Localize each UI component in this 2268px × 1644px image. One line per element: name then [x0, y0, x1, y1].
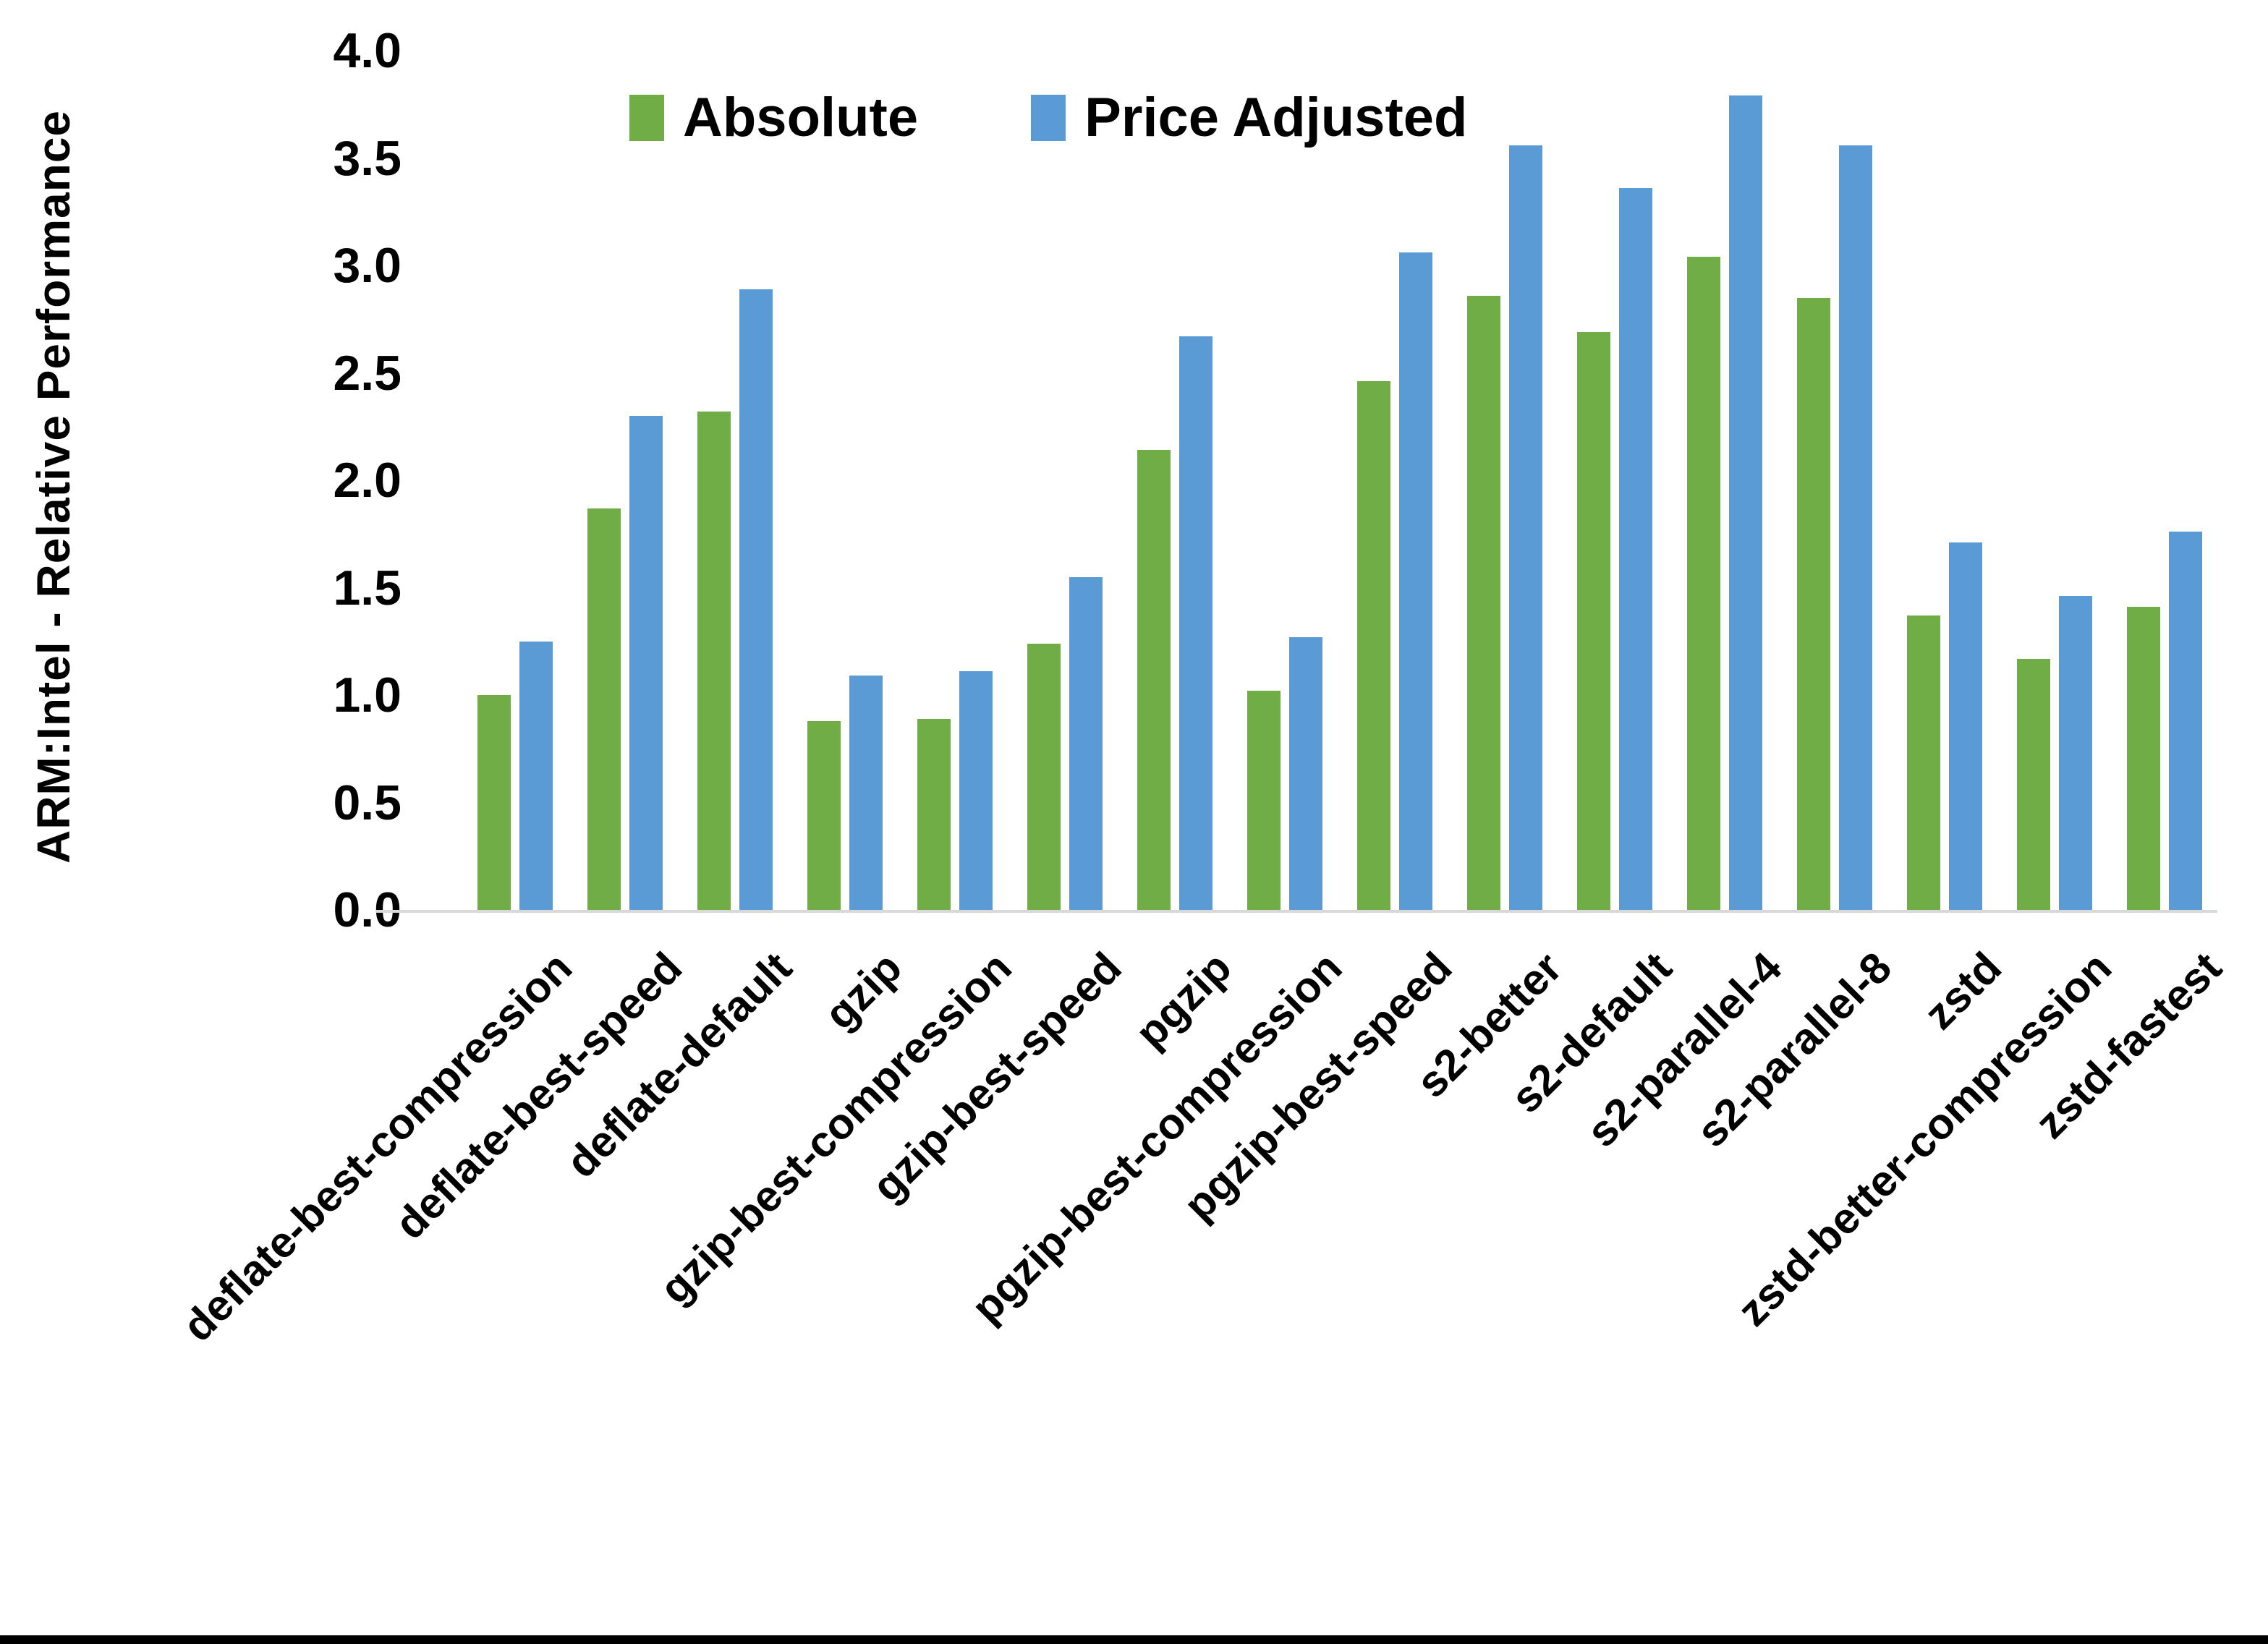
bar-price-adjusted — [1509, 145, 1542, 910]
legend-item-price-adjusted: Price Adjusted — [1031, 85, 1467, 150]
bar-absolute — [1577, 332, 1610, 910]
y-tick-label: 0.5 — [333, 775, 402, 830]
bar-price-adjusted — [1839, 145, 1872, 910]
legend-swatch-price-adjusted — [1031, 95, 1066, 141]
bar-price-adjusted — [1179, 336, 1212, 910]
bar-price-adjusted — [1949, 542, 1982, 910]
y-tick-label: 1.0 — [333, 668, 402, 723]
legend-label-price-adjusted: Price Adjusted — [1084, 87, 1468, 148]
bar-price-adjusted — [629, 415, 663, 910]
bar-price-adjusted — [1729, 95, 1762, 910]
y-tick-label: 3.0 — [333, 238, 402, 293]
bar-absolute — [1137, 450, 1171, 910]
bar-absolute — [477, 695, 511, 910]
bar-price-adjusted — [849, 676, 883, 910]
bar-price-adjusted — [959, 671, 993, 910]
bar-absolute — [1357, 381, 1390, 910]
bar-absolute — [807, 720, 841, 910]
bar-price-adjusted — [1069, 576, 1103, 910]
bar-price-adjusted — [1619, 188, 1652, 910]
legend-swatch-absolute — [629, 95, 664, 141]
bar-price-adjusted — [1289, 636, 1322, 910]
y-tick-label: 2.0 — [333, 453, 402, 508]
bar-absolute — [1907, 616, 1940, 910]
bar-absolute — [1027, 643, 1061, 910]
plot-area — [376, 51, 2217, 913]
bar-absolute — [2017, 658, 2050, 910]
y-tick-label: 3.5 — [333, 130, 402, 186]
chart-legend: Absolute Price Adjusted — [629, 85, 1467, 150]
bar-absolute — [1467, 295, 1500, 910]
y-tick-label: 4.0 — [333, 23, 402, 78]
y-tick-label: 1.5 — [333, 560, 402, 616]
bottom-edge-bar — [0, 1635, 2268, 1644]
legend-label-absolute: Absolute — [683, 87, 919, 148]
bar-price-adjusted — [2059, 596, 2092, 910]
legend-item-absolute: Absolute — [629, 85, 918, 150]
bar-absolute — [917, 718, 951, 910]
y-tick-label: 2.5 — [333, 345, 402, 401]
bar-price-adjusted — [1399, 252, 1432, 910]
bar-absolute — [697, 411, 731, 910]
x-category-label-text: gzip — [815, 942, 912, 1039]
bar-absolute — [1247, 691, 1280, 910]
bar-price-adjusted — [739, 289, 773, 910]
bar-price-adjusted — [2169, 532, 2202, 910]
bar-absolute — [2127, 607, 2160, 910]
bar-absolute — [587, 508, 621, 910]
bar-absolute — [1687, 257, 1720, 910]
y-axis-title: ARM:Intel - Relative Performance — [27, 109, 80, 864]
bar-price-adjusted — [519, 641, 553, 910]
bar-absolute — [1797, 297, 1830, 910]
x-category-label-text: zstd — [1914, 942, 2011, 1039]
